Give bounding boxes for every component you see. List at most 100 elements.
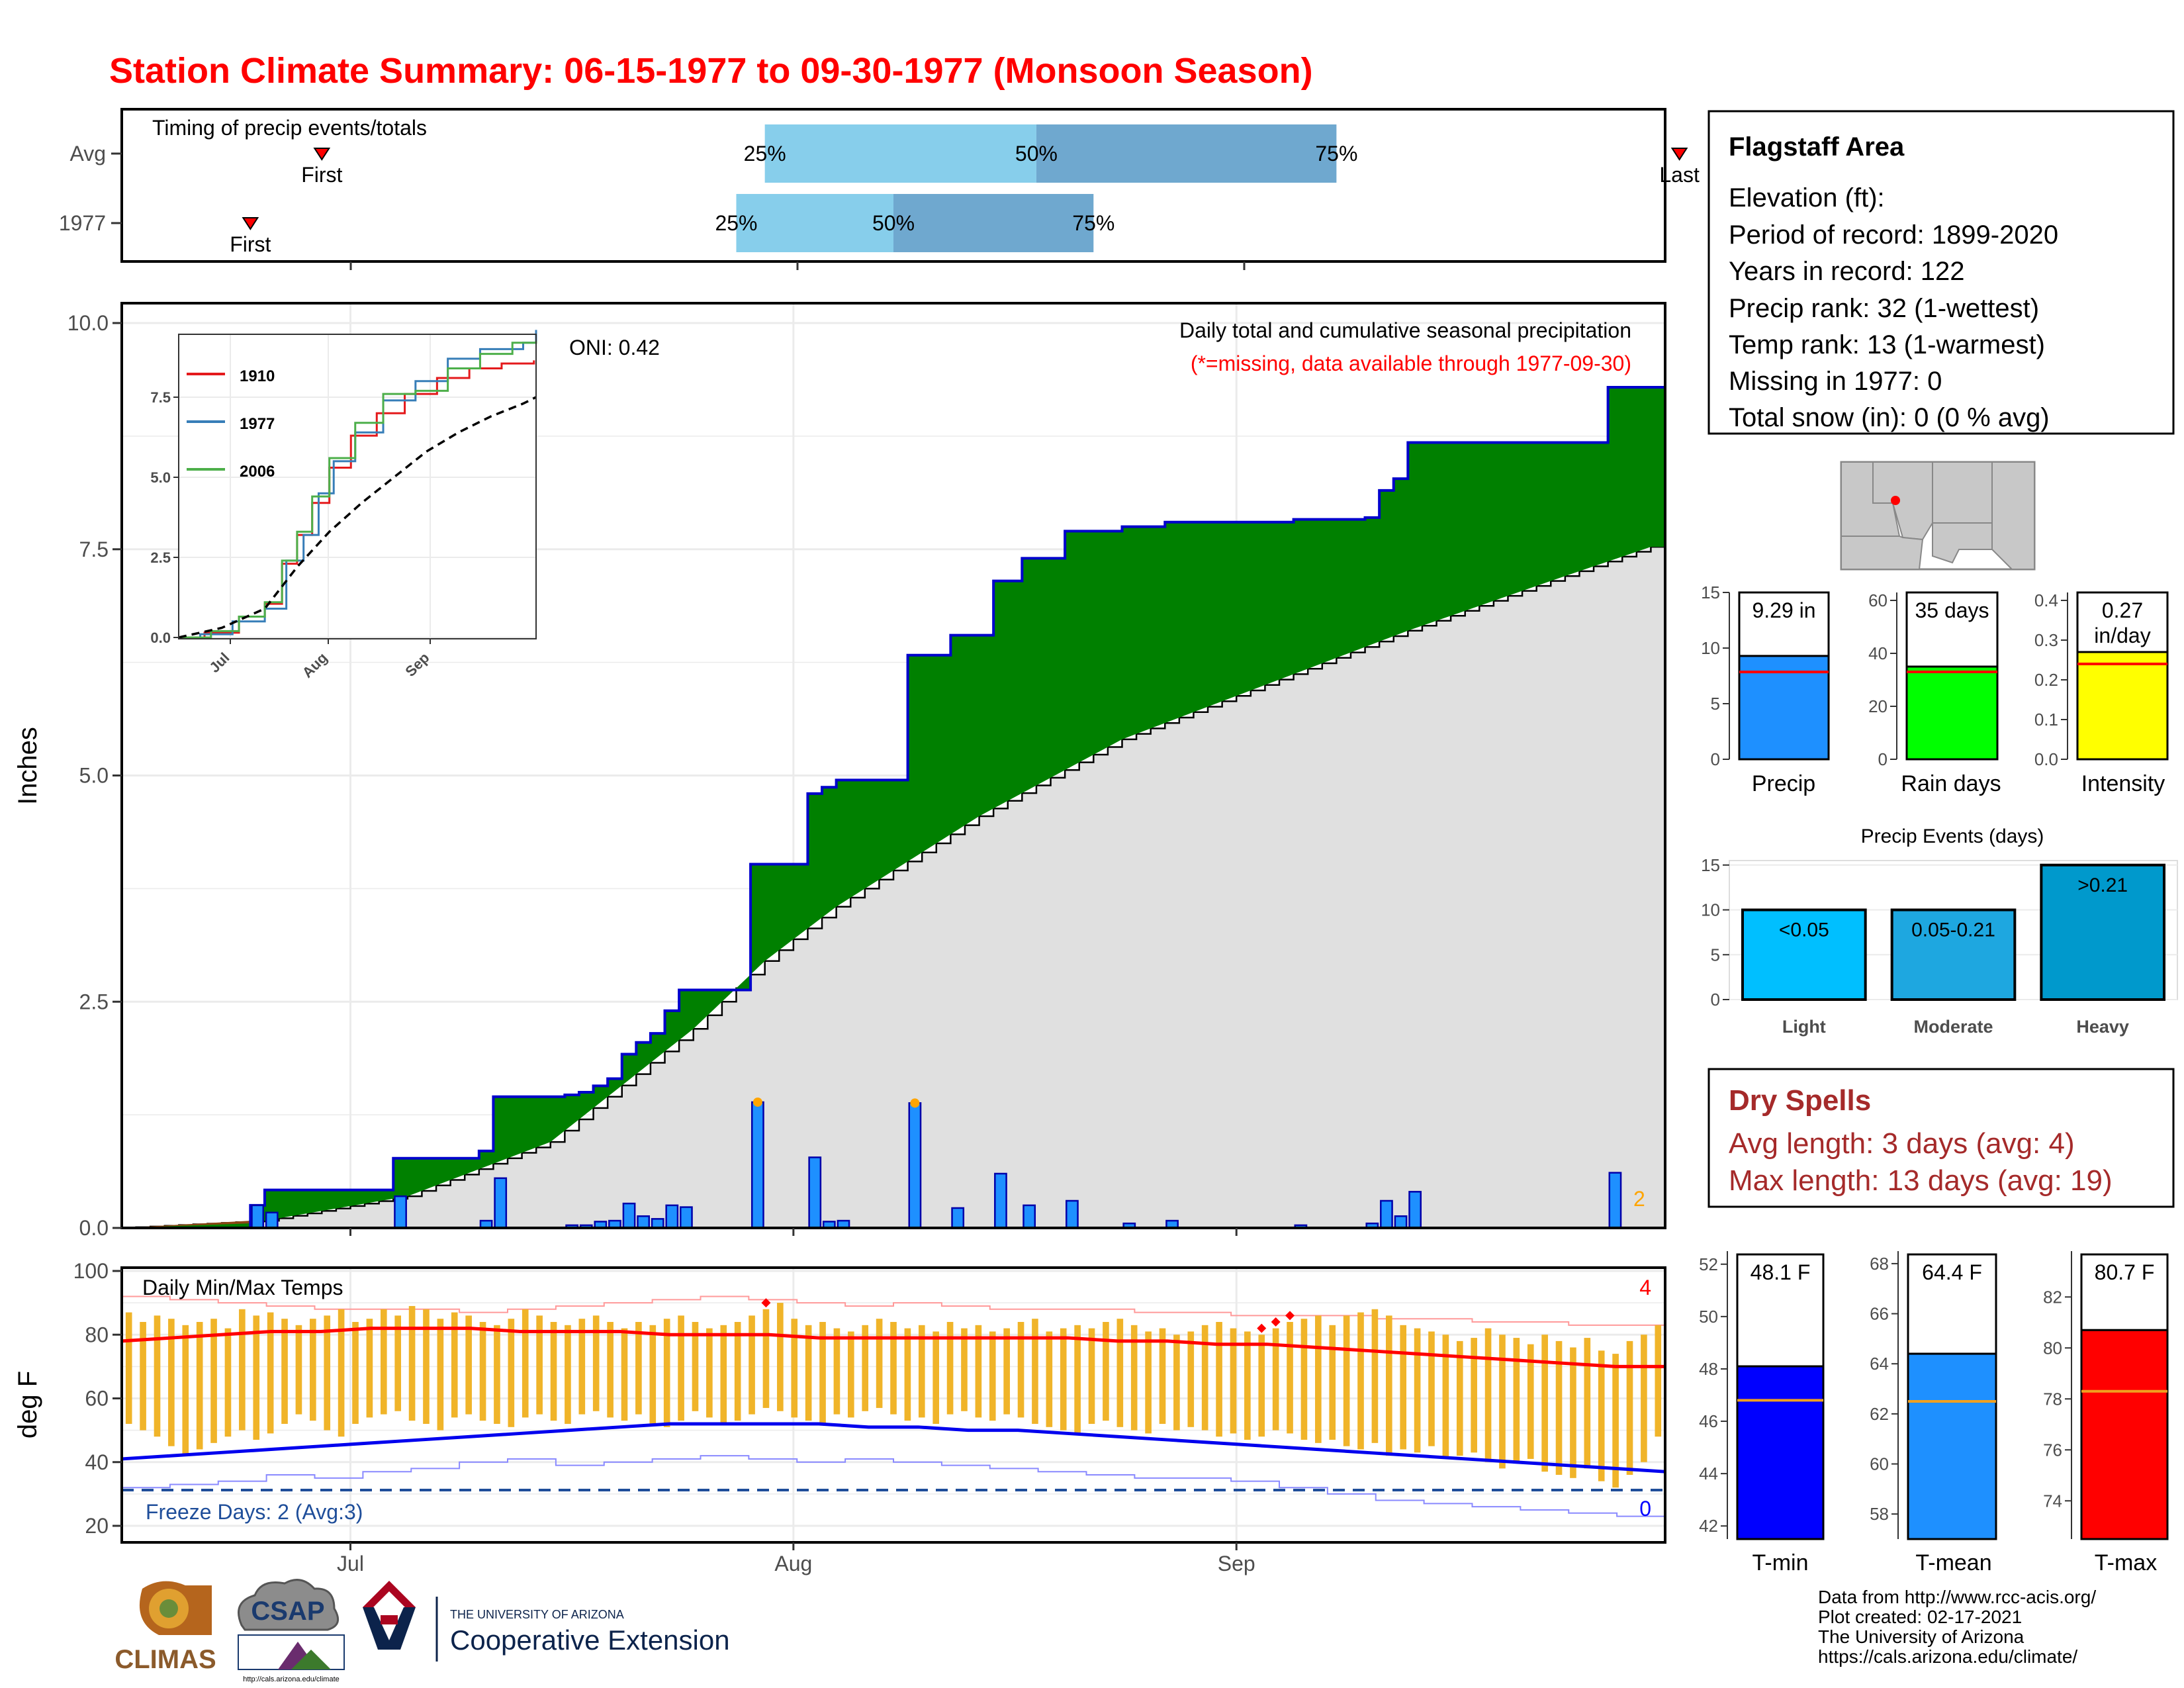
daily-precip-bar — [665, 1204, 679, 1229]
daily-temp-bar — [734, 1322, 741, 1421]
daily-temp-bar — [961, 1328, 968, 1411]
mini-bar-value-label: 48.1 F — [1751, 1260, 1811, 1284]
inset-y-tick-label: 7.5 — [150, 389, 171, 406]
station-location-marker — [1891, 496, 1900, 505]
mini-y-tick-label: 48 — [1699, 1359, 1718, 1379]
precip-y-tick-label: 5.0 — [79, 764, 109, 788]
inset-legend-1977: 1977 — [240, 415, 275, 433]
mini-y-tick-label: 66 — [1870, 1304, 1889, 1324]
daily-temp-bar — [1103, 1322, 1109, 1421]
first-event-label: First — [301, 163, 342, 187]
daily-precip-bar — [751, 1101, 764, 1229]
footer-credits: Data from http://www.rcc-acis.org/ Plot … — [1818, 1587, 2096, 1667]
inset-series-line-2006 — [179, 341, 537, 639]
mini-bar-value-label: 64.4 F — [1922, 1260, 1982, 1284]
mini-y-tick-label: 40 — [1868, 643, 1888, 663]
mini-y-tick-label: 74 — [2043, 1491, 2062, 1511]
daily-temp-bar — [1187, 1331, 1195, 1427]
daily-temp-bar — [338, 1309, 345, 1437]
mini-y-tick-label: 42 — [1699, 1516, 1718, 1536]
daily-temp-bar — [1641, 1335, 1647, 1462]
mini-bar-frame — [1907, 1253, 1997, 1355]
locator-map — [1840, 461, 2036, 571]
temp-y-tick-label: 60 — [85, 1387, 109, 1411]
x-month-label: Jul — [337, 1552, 364, 1575]
daily-temp-bar — [267, 1312, 274, 1434]
daily-temp-bar — [833, 1328, 841, 1415]
extreme-event-marker — [910, 1098, 920, 1108]
mini-y-tick-label: 0.2 — [2034, 670, 2058, 690]
average-cumulative-line — [122, 545, 1665, 1229]
daily-temp-bar — [1329, 1325, 1336, 1440]
daily-temp-bar — [437, 1319, 444, 1430]
freeze-days-label: Freeze Days: 2 (Avg:3) — [146, 1500, 363, 1524]
cumulative-deficit-area — [122, 1221, 251, 1228]
cumulative-surplus-area — [122, 387, 1665, 1228]
dry-spells-avg: Avg length: 3 days (avg: 4) — [1729, 1127, 2075, 1160]
ua-big-text: Cooperative Extension — [450, 1624, 730, 1656]
daily-temp-bar — [692, 1322, 699, 1411]
mini-bar-frame — [1736, 1253, 1825, 1368]
daily-temp-bar — [550, 1322, 557, 1421]
page-title: Station Climate Summary: 06-15-1977 to 0… — [109, 51, 1313, 91]
mini-bar — [1907, 1352, 1997, 1540]
csap-logo: CSAP http://cals.arizona.edu/climate — [238, 1579, 345, 1683]
precip-panel: 0.0 2.5 5.0 7.5 10.0 Inches Daily total and … — [13, 302, 1666, 1240]
daily-precip-bar — [265, 1211, 279, 1229]
events-y-tick-label: 10 — [1701, 900, 1720, 920]
tmin-average-line — [121, 1422, 1666, 1474]
daily-temp-bar — [791, 1319, 798, 1418]
daily-temp-bar — [1130, 1325, 1138, 1430]
mini-y-tick-label: 76 — [2043, 1440, 2062, 1460]
daily-temp-bar — [635, 1322, 642, 1415]
temp-y-tick-label: 20 — [85, 1514, 109, 1538]
station-line: Period of record: 1899-2020 — [1729, 220, 2058, 250]
daily-temp-bar — [1400, 1325, 1407, 1450]
mini-y-tick-label: 5 — [1711, 694, 1720, 714]
daily-temp-bar — [394, 1315, 402, 1411]
record-high-marker — [1271, 1317, 1281, 1327]
inset-legend-2006: 2006 — [240, 463, 275, 481]
daily-temp-bar — [1428, 1331, 1435, 1446]
mini-y-tick-label: 46 — [1699, 1411, 1718, 1431]
timing-box-upper — [893, 194, 1094, 252]
daily-temp-bar — [1598, 1350, 1605, 1481]
dry-spells-max: Max length: 13 days (avg: 19) — [1729, 1164, 2113, 1197]
daily-temp-bar — [848, 1331, 854, 1418]
daily-temp-bar — [1456, 1340, 1463, 1456]
summary-label-tmean: T-mean — [1915, 1550, 1991, 1575]
extreme-count-label: 2 — [1633, 1187, 1645, 1211]
daily-temp-bar — [508, 1319, 515, 1427]
daily-temp-bar — [975, 1325, 982, 1418]
mini-y-tick-label: 82 — [2043, 1287, 2062, 1307]
mini-y-tick-label: 15 — [1701, 583, 1720, 602]
dry-spells-box: Dry Spells Avg length: 3 days (avg: 4) M… — [1707, 1068, 2175, 1208]
precip-y-tick-label: 2.5 — [79, 990, 109, 1013]
daily-precip-bar — [908, 1102, 922, 1229]
daily-temp-bar — [1287, 1322, 1293, 1434]
daily-precip-bar — [1394, 1215, 1408, 1229]
daily-temp-bar — [1626, 1340, 1633, 1475]
first-event-marker — [242, 217, 259, 230]
mini-y-tick-label: 0.1 — [2034, 710, 2058, 729]
daily-temp-bar — [366, 1319, 373, 1418]
events-y-tick-label: 15 — [1701, 855, 1720, 875]
mini-bar — [1905, 665, 1999, 761]
daily-temp-bar — [479, 1322, 486, 1421]
first-event-label: First — [230, 232, 271, 256]
dry-spells-title: Dry Spells — [1729, 1084, 1871, 1117]
daily-temp-bar — [1499, 1335, 1506, 1469]
daily-temp-bar — [324, 1315, 331, 1430]
precip-chart-subtitle: (*=missing, data available through 1977-… — [1191, 352, 1631, 375]
daily-precip-bar — [637, 1215, 651, 1229]
daily-temp-bar — [876, 1319, 883, 1408]
mini-y-tick-label: 64 — [1870, 1354, 1889, 1374]
daily-temp-bar — [1357, 1312, 1364, 1450]
daily-temp-bar — [423, 1309, 430, 1424]
daily-precip-bar — [1066, 1199, 1079, 1229]
daily-precip-bar — [622, 1202, 636, 1229]
mini-y-tick-label: 78 — [2043, 1389, 2062, 1409]
daily-temp-bar — [1173, 1335, 1180, 1430]
precip-chart-title: Daily total and cumulative seasonal prec… — [1179, 318, 1631, 342]
